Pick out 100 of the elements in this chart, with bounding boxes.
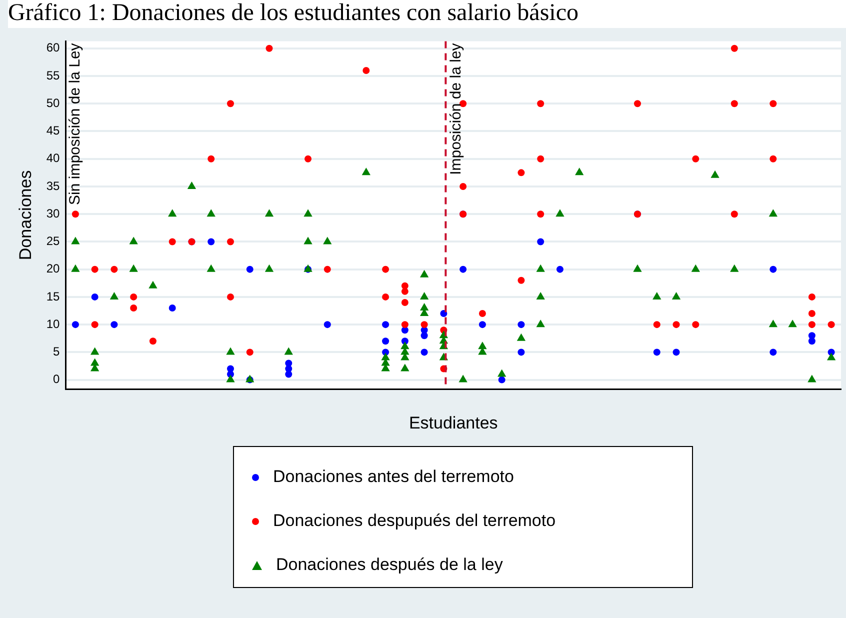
point (246, 348, 254, 356)
x-axis-title: Estudiantes (408, 413, 498, 432)
point (168, 209, 177, 217)
point (730, 44, 738, 52)
point (440, 310, 448, 318)
point (458, 374, 468, 382)
point (284, 347, 293, 355)
point (304, 155, 312, 162)
point (187, 181, 196, 189)
point (672, 292, 681, 300)
point (72, 210, 79, 218)
point (206, 264, 216, 272)
point (537, 238, 544, 246)
point (91, 266, 98, 273)
point (110, 266, 118, 273)
point (691, 264, 700, 272)
point (672, 321, 680, 328)
point (226, 100, 234, 108)
point (110, 321, 118, 328)
point (808, 332, 816, 340)
point (208, 155, 215, 162)
point (71, 236, 80, 244)
point (634, 100, 641, 108)
point (226, 238, 234, 246)
y-axis-title: Donaciones (16, 170, 35, 260)
point (264, 209, 274, 217)
point (130, 293, 138, 300)
point (497, 369, 506, 377)
point (518, 321, 525, 328)
point (516, 333, 526, 341)
point (770, 266, 777, 273)
point (285, 370, 292, 378)
point (537, 100, 544, 108)
y-tick-label: 50 (46, 96, 60, 110)
point (518, 276, 525, 284)
point (770, 348, 777, 356)
point (788, 320, 797, 328)
y-tick-label: 20 (46, 262, 60, 276)
point (730, 100, 738, 108)
point (382, 338, 390, 345)
point (206, 209, 216, 217)
point (91, 293, 98, 300)
point (420, 321, 428, 328)
point (652, 292, 662, 300)
point (498, 376, 506, 384)
y-tick-label: 25 (46, 234, 60, 248)
point (400, 364, 410, 372)
point (129, 236, 138, 244)
point (692, 321, 700, 328)
point (808, 293, 816, 300)
point (71, 264, 80, 272)
point (826, 352, 836, 360)
point (168, 304, 176, 312)
point (72, 321, 79, 328)
point (808, 374, 816, 382)
annotation: Imposición de la ley (447, 42, 464, 175)
point (710, 170, 720, 178)
point (420, 303, 429, 310)
point (808, 310, 816, 318)
point (420, 292, 429, 300)
point (401, 288, 408, 295)
point (401, 298, 408, 306)
legend-label: Donaciones despupués del terremoto (273, 511, 556, 531)
y-tick-label: 30 (46, 206, 60, 220)
legend-label: Donaciones antes del terremoto (273, 467, 514, 487)
legend-label: Donaciones después de la ley (276, 555, 503, 575)
y-tick-label: 15 (46, 289, 60, 304)
point (556, 266, 564, 273)
point (226, 293, 234, 300)
point (148, 280, 158, 288)
y-tick-label: 60 (46, 40, 60, 55)
point (768, 209, 778, 217)
point (536, 320, 545, 328)
point (633, 264, 642, 272)
point (460, 266, 467, 273)
point (226, 347, 235, 355)
point (478, 310, 486, 318)
point (208, 238, 215, 246)
point (400, 342, 410, 350)
point (770, 155, 777, 162)
point (304, 236, 312, 244)
point (246, 266, 254, 273)
point (518, 169, 525, 176)
y-tick-label: 55 (46, 68, 60, 82)
annotation: Sin imposición de la Ley (66, 42, 84, 205)
point (828, 321, 835, 328)
point (324, 266, 331, 273)
point (536, 264, 545, 272)
point (382, 293, 390, 300)
point (324, 321, 331, 328)
point (536, 292, 545, 300)
point (730, 210, 738, 218)
point (323, 236, 332, 244)
point (518, 348, 525, 356)
point (420, 332, 428, 340)
chart-title: Gráfico 1: Donaciones de los estudiantes con salario básico (8, 0, 846, 28)
point (692, 155, 700, 162)
point (537, 155, 544, 162)
point (168, 238, 176, 246)
point (362, 168, 370, 176)
